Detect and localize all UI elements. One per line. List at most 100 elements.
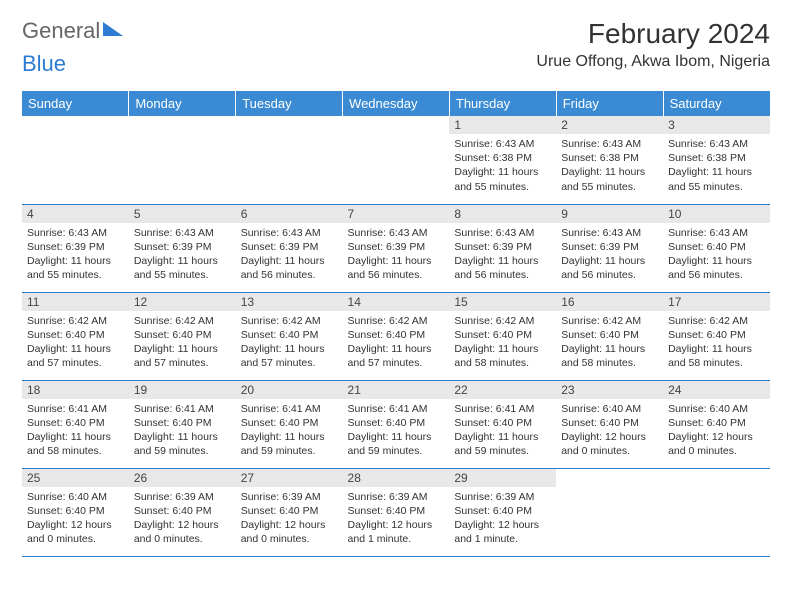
day-content: Sunrise: 6:41 AMSunset: 6:40 PMDaylight:… [22, 399, 129, 464]
day-number: 25 [22, 469, 129, 487]
daylight-text-2: and 0 minutes. [668, 444, 765, 458]
sunset-text: Sunset: 6:40 PM [454, 416, 551, 430]
day-content: Sunrise: 6:42 AMSunset: 6:40 PMDaylight:… [663, 311, 770, 376]
daylight-text-1: Daylight: 11 hours [668, 254, 765, 268]
daylight-text-2: and 58 minutes. [454, 356, 551, 370]
calendar-cell: 20Sunrise: 6:41 AMSunset: 6:40 PMDayligh… [236, 380, 343, 468]
day-content: Sunrise: 6:43 AMSunset: 6:39 PMDaylight:… [129, 223, 236, 288]
logo: General [22, 18, 123, 44]
sunrise-text: Sunrise: 6:43 AM [561, 137, 658, 151]
daylight-text-1: Daylight: 11 hours [348, 254, 445, 268]
daylight-text-2: and 0 minutes. [134, 532, 231, 546]
day-content: Sunrise: 6:41 AMSunset: 6:40 PMDaylight:… [449, 399, 556, 464]
sunset-text: Sunset: 6:40 PM [561, 328, 658, 342]
calendar-cell: 19Sunrise: 6:41 AMSunset: 6:40 PMDayligh… [129, 380, 236, 468]
calendar-cell [663, 468, 770, 556]
calendar-week: 1Sunrise: 6:43 AMSunset: 6:38 PMDaylight… [22, 116, 770, 204]
sunrise-text: Sunrise: 6:43 AM [561, 226, 658, 240]
day-content: Sunrise: 6:43 AMSunset: 6:38 PMDaylight:… [449, 134, 556, 199]
calendar-cell: 8Sunrise: 6:43 AMSunset: 6:39 PMDaylight… [449, 204, 556, 292]
sunrise-text: Sunrise: 6:43 AM [668, 226, 765, 240]
calendar-cell: 10Sunrise: 6:43 AMSunset: 6:40 PMDayligh… [663, 204, 770, 292]
sunrise-text: Sunrise: 6:39 AM [454, 490, 551, 504]
sunset-text: Sunset: 6:40 PM [134, 328, 231, 342]
day-number: 3 [663, 116, 770, 134]
daylight-text-1: Daylight: 12 hours [561, 430, 658, 444]
sunrise-text: Sunrise: 6:41 AM [27, 402, 124, 416]
day-number: 23 [556, 381, 663, 399]
calendar-cell: 12Sunrise: 6:42 AMSunset: 6:40 PMDayligh… [129, 292, 236, 380]
sunset-text: Sunset: 6:40 PM [454, 328, 551, 342]
calendar-cell: 29Sunrise: 6:39 AMSunset: 6:40 PMDayligh… [449, 468, 556, 556]
sunrise-text: Sunrise: 6:40 AM [561, 402, 658, 416]
daylight-text-1: Daylight: 11 hours [27, 254, 124, 268]
sunrise-text: Sunrise: 6:42 AM [27, 314, 124, 328]
sunrise-text: Sunrise: 6:42 AM [241, 314, 338, 328]
daylight-text-1: Daylight: 11 hours [241, 254, 338, 268]
sunset-text: Sunset: 6:40 PM [27, 328, 124, 342]
daylight-text-1: Daylight: 12 hours [454, 518, 551, 532]
day-number: 5 [129, 205, 236, 223]
calendar-week: 11Sunrise: 6:42 AMSunset: 6:40 PMDayligh… [22, 292, 770, 380]
sunrise-text: Sunrise: 6:39 AM [241, 490, 338, 504]
sunset-text: Sunset: 6:40 PM [348, 328, 445, 342]
day-number: 7 [343, 205, 450, 223]
daylight-text-1: Daylight: 11 hours [27, 342, 124, 356]
weekday-header: Monday [129, 91, 236, 116]
sunset-text: Sunset: 6:40 PM [27, 416, 124, 430]
calendar-week: 18Sunrise: 6:41 AMSunset: 6:40 PMDayligh… [22, 380, 770, 468]
day-number: 13 [236, 293, 343, 311]
day-content: Sunrise: 6:39 AMSunset: 6:40 PMDaylight:… [449, 487, 556, 552]
calendar-cell: 28Sunrise: 6:39 AMSunset: 6:40 PMDayligh… [343, 468, 450, 556]
title-block: February 2024 Urue Offong, Akwa Ibom, Ni… [536, 18, 770, 71]
calendar-cell [236, 116, 343, 204]
day-content: Sunrise: 6:41 AMSunset: 6:40 PMDaylight:… [343, 399, 450, 464]
calendar-cell: 21Sunrise: 6:41 AMSunset: 6:40 PMDayligh… [343, 380, 450, 468]
day-content: Sunrise: 6:40 AMSunset: 6:40 PMDaylight:… [663, 399, 770, 464]
day-number: 15 [449, 293, 556, 311]
calendar-cell: 24Sunrise: 6:40 AMSunset: 6:40 PMDayligh… [663, 380, 770, 468]
sunset-text: Sunset: 6:38 PM [668, 151, 765, 165]
sunrise-text: Sunrise: 6:42 AM [348, 314, 445, 328]
day-number: 2 [556, 116, 663, 134]
day-number: 26 [129, 469, 236, 487]
sunset-text: Sunset: 6:39 PM [454, 240, 551, 254]
day-number: 18 [22, 381, 129, 399]
day-number: 17 [663, 293, 770, 311]
daylight-text-1: Daylight: 12 hours [668, 430, 765, 444]
daylight-text-2: and 59 minutes. [134, 444, 231, 458]
sunset-text: Sunset: 6:39 PM [134, 240, 231, 254]
sunset-text: Sunset: 6:39 PM [561, 240, 658, 254]
sunrise-text: Sunrise: 6:42 AM [134, 314, 231, 328]
calendar-table: SundayMondayTuesdayWednesdayThursdayFrid… [22, 91, 770, 557]
calendar-head: SundayMondayTuesdayWednesdayThursdayFrid… [22, 91, 770, 116]
day-number: 10 [663, 205, 770, 223]
daylight-text-1: Daylight: 11 hours [241, 342, 338, 356]
daylight-text-1: Daylight: 11 hours [454, 430, 551, 444]
daylight-text-2: and 56 minutes. [241, 268, 338, 282]
day-content: Sunrise: 6:40 AMSunset: 6:40 PMDaylight:… [556, 399, 663, 464]
sunset-text: Sunset: 6:40 PM [348, 504, 445, 518]
sunrise-text: Sunrise: 6:43 AM [134, 226, 231, 240]
day-content: Sunrise: 6:43 AMSunset: 6:38 PMDaylight:… [556, 134, 663, 199]
calendar-week: 25Sunrise: 6:40 AMSunset: 6:40 PMDayligh… [22, 468, 770, 556]
daylight-text-2: and 56 minutes. [561, 268, 658, 282]
sunrise-text: Sunrise: 6:43 AM [241, 226, 338, 240]
sunset-text: Sunset: 6:39 PM [27, 240, 124, 254]
daylight-text-2: and 58 minutes. [561, 356, 658, 370]
weekday-header: Sunday [22, 91, 129, 116]
daylight-text-1: Daylight: 12 hours [241, 518, 338, 532]
day-content: Sunrise: 6:43 AMSunset: 6:39 PMDaylight:… [449, 223, 556, 288]
calendar-cell: 4Sunrise: 6:43 AMSunset: 6:39 PMDaylight… [22, 204, 129, 292]
sunrise-text: Sunrise: 6:43 AM [27, 226, 124, 240]
sunset-text: Sunset: 6:40 PM [241, 416, 338, 430]
daylight-text-1: Daylight: 11 hours [454, 165, 551, 179]
day-content: Sunrise: 6:43 AMSunset: 6:38 PMDaylight:… [663, 134, 770, 199]
sunrise-text: Sunrise: 6:39 AM [348, 490, 445, 504]
calendar-week: 4Sunrise: 6:43 AMSunset: 6:39 PMDaylight… [22, 204, 770, 292]
weekday-header: Saturday [663, 91, 770, 116]
daylight-text-1: Daylight: 11 hours [348, 430, 445, 444]
daylight-text-2: and 56 minutes. [668, 268, 765, 282]
day-number: 21 [343, 381, 450, 399]
daylight-text-1: Daylight: 11 hours [27, 430, 124, 444]
